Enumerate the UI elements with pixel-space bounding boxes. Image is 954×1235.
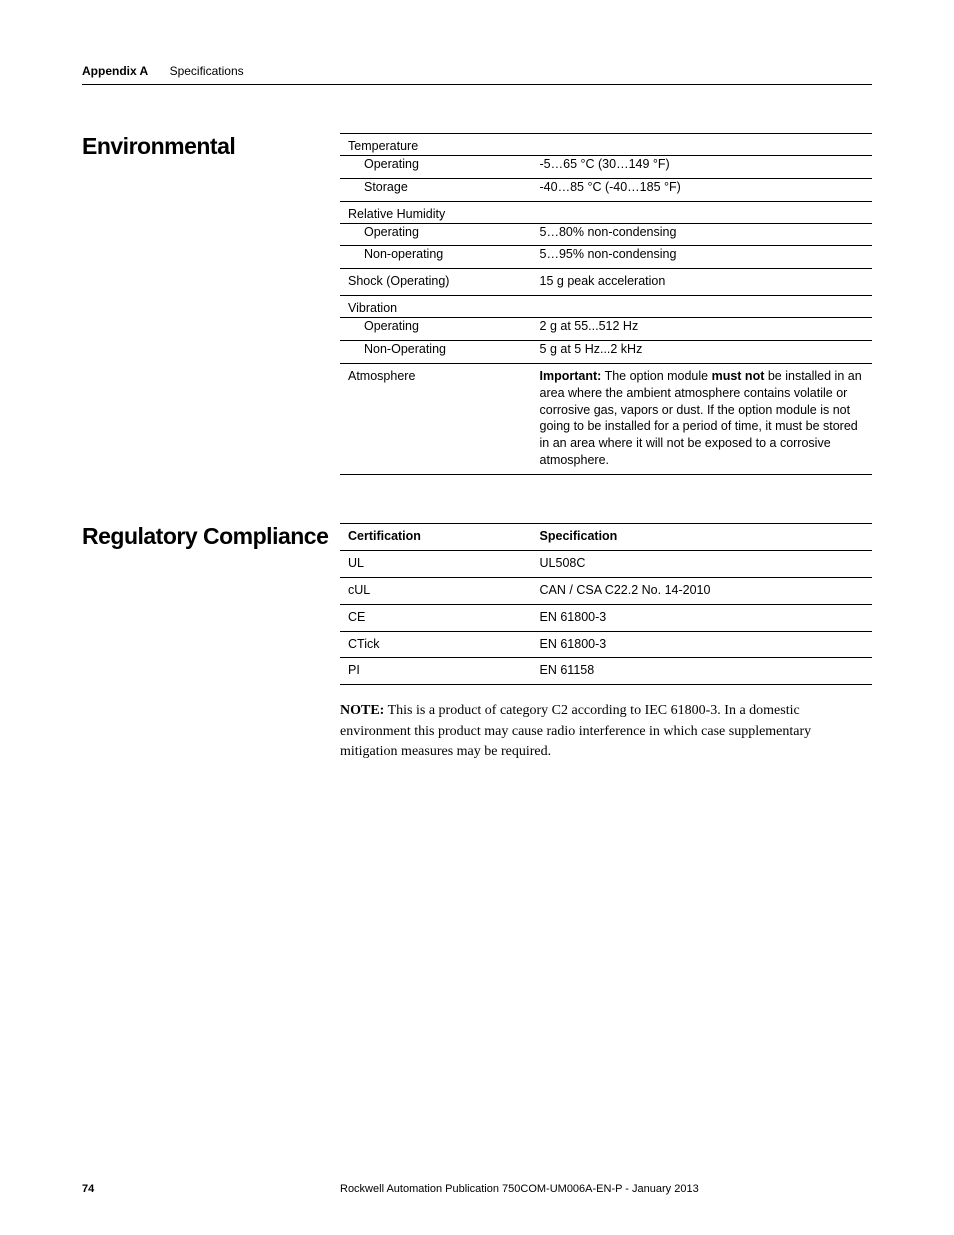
env-subvalue: -40…85 °C (-40…185 °F) [532, 178, 872, 201]
env-sublabel: Operating [340, 155, 532, 178]
table-row: Operating -5…65 °C (30…149 °F) [340, 155, 872, 178]
publication-info: Rockwell Automation Publication 750COM-U… [340, 1183, 872, 1195]
important-label: Important: [540, 369, 602, 383]
reg-cert: cUL [340, 577, 532, 604]
page-content: Environmental Temperature Operating -5…6… [0, 133, 954, 762]
env-sublabel: Non-operating [340, 246, 532, 269]
env-label: Shock (Operating) [340, 269, 532, 296]
must-not-label: must not [712, 369, 765, 383]
table-row: Non-Operating 5 g at 5 Hz...2 kHz [340, 340, 872, 363]
header-line: Appendix A Specifications [82, 64, 872, 85]
table-row: cUL CAN / CSA C22.2 No. 14-2010 [340, 577, 872, 604]
env-sublabel: Storage [340, 178, 532, 201]
table-row: Operating 2 g at 55...512 Hz [340, 318, 872, 341]
regulatory-note: NOTE: This is a product of category C2 a… [340, 701, 872, 762]
environmental-table: Temperature Operating -5…65 °C (30…149 °… [340, 133, 872, 475]
table-row: Operating 5…80% non-condensing [340, 223, 872, 246]
col-specification: Specification [532, 524, 872, 551]
reg-cert: PI [340, 658, 532, 685]
note-label: NOTE: [340, 703, 384, 718]
table-row: Shock (Operating) 15 g peak acceleration [340, 269, 872, 296]
env-subvalue: 5…80% non-condensing [532, 223, 872, 246]
table-row: Temperature [340, 134, 872, 156]
atmosphere-text-pre: The option module [601, 369, 711, 383]
env-subvalue: 5…95% non-condensing [532, 246, 872, 269]
table-row: Storage -40…85 °C (-40…185 °F) [340, 178, 872, 201]
reg-spec: EN 61158 [532, 658, 872, 685]
env-sublabel: Non-Operating [340, 340, 532, 363]
table-row: Atmosphere Important: The option module … [340, 363, 872, 474]
reg-spec: CAN / CSA C22.2 No. 14-2010 [532, 577, 872, 604]
regulatory-table: Certification Specification UL UL508C cU… [340, 523, 872, 685]
env-label: Relative Humidity [340, 201, 532, 223]
env-subvalue: 5 g at 5 Hz...2 kHz [532, 340, 872, 363]
env-sublabel: Operating [340, 318, 532, 341]
page-header: Appendix A Specifications [0, 0, 954, 85]
table-row: UL UL508C [340, 550, 872, 577]
env-value [532, 134, 872, 156]
reg-spec: EN 61800-3 [532, 604, 872, 631]
regulatory-heading: Regulatory Compliance [82, 523, 340, 762]
atmosphere-text-post: be installed in an area where the ambien… [540, 369, 862, 467]
env-subvalue: 2 g at 55...512 Hz [532, 318, 872, 341]
env-value [532, 296, 872, 318]
table-row: Non-operating 5…95% non-condensing [340, 246, 872, 269]
env-value [532, 201, 872, 223]
table-row: PI EN 61158 [340, 658, 872, 685]
table-header-row: Certification Specification [340, 524, 872, 551]
environmental-heading: Environmental [82, 133, 340, 475]
env-label: Temperature [340, 134, 532, 156]
env-sublabel: Operating [340, 223, 532, 246]
col-certification: Certification [340, 524, 532, 551]
table-row: CE EN 61800-3 [340, 604, 872, 631]
note-body: This is a product of category C2 accordi… [340, 703, 811, 759]
table-row: Vibration [340, 296, 872, 318]
reg-cert: CTick [340, 631, 532, 658]
appendix-label: Appendix A [82, 64, 148, 78]
regulatory-section: Regulatory Compliance Certification Spec… [82, 523, 872, 762]
page-number: 74 [82, 1183, 340, 1195]
env-label: Atmosphere [340, 363, 532, 474]
reg-cert: UL [340, 550, 532, 577]
env-label: Vibration [340, 296, 532, 318]
reg-spec: UL508C [532, 550, 872, 577]
table-row: CTick EN 61800-3 [340, 631, 872, 658]
env-important-note: Important: The option module must not be… [532, 363, 872, 474]
env-subvalue: -5…65 °C (30…149 °F) [532, 155, 872, 178]
header-section-label: Specifications [170, 64, 244, 78]
reg-cert: CE [340, 604, 532, 631]
env-value: 15 g peak acceleration [532, 269, 872, 296]
reg-spec: EN 61800-3 [532, 631, 872, 658]
environmental-section: Environmental Temperature Operating -5…6… [82, 133, 872, 475]
regulatory-body: Certification Specification UL UL508C cU… [340, 523, 872, 762]
page-footer: 74 Rockwell Automation Publication 750CO… [82, 1183, 872, 1195]
table-row: Relative Humidity [340, 201, 872, 223]
environmental-body: Temperature Operating -5…65 °C (30…149 °… [340, 133, 872, 475]
